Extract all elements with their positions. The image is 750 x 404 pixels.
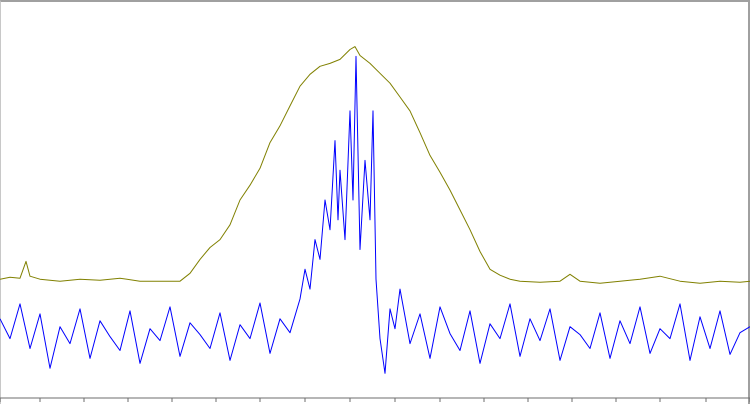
series-group bbox=[0, 46, 750, 374]
x-axis bbox=[0, 397, 750, 402]
series-line-0 bbox=[0, 46, 750, 284]
series-line-1 bbox=[0, 55, 750, 374]
